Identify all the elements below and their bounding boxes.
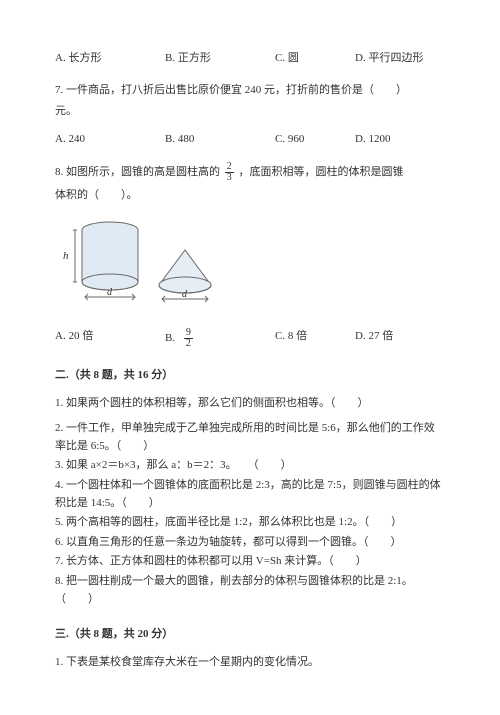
q6-opt-d: D. 平行四边形 — [355, 50, 445, 68]
svg-text:h: h — [63, 250, 69, 262]
q7-opt-c: C. 960 — [275, 131, 355, 149]
q7-opt-d: D. 1200 — [355, 131, 445, 149]
q8-opt-b: B. 9 2 — [165, 328, 275, 349]
q8-opt-d: D. 27 倍 — [355, 328, 445, 349]
q8-figure: h d d — [55, 215, 445, 310]
q6-opt-b: B. 正方形 — [165, 50, 275, 68]
s2-item-3: 3. 如果 a×2＝b×3，那么 a：b＝2：3。 （ ） — [55, 457, 445, 475]
q8-opt-c: C. 8 倍 — [275, 328, 355, 349]
s2-item-8: 8. 把一圆柱削成一个最大的圆锥，削去部分的体积与圆锥体积的比是 2:1。（ ） — [55, 573, 445, 608]
s2-item-7: 7. 长方体、正方体和圆柱的体积都可以用 V=Sh 来计算。（ ） — [55, 553, 445, 571]
q8-opt-b-frac: 9 2 — [184, 328, 193, 349]
q8-opt-a: A. 20 倍 — [55, 328, 165, 349]
cone-icon — [159, 250, 211, 293]
height-bracket-icon: h — [63, 230, 77, 282]
s2-item-5: 5. 两个高相等的圆柱，底面半径比是 1:2，那么体积比也是 1:2。（ ） — [55, 514, 445, 532]
cylinder-cone-svg: h d d — [55, 215, 235, 310]
q7-options: A. 240 B. 480 C. 960 D. 1200 — [55, 131, 445, 149]
s3-item-1: 1. 下表是某校食堂库存大米在一个星期内的变化情况。 — [55, 654, 445, 672]
q8-frac-den: 3 — [225, 173, 234, 183]
q8-text-line2: 体积的（ ）。 — [55, 187, 445, 205]
diameter-cyl-icon: d — [85, 287, 135, 300]
s2-item-2: 2. 一件工作，甲单独完成于乙单独完成所用的时间比是 5:6，那么他们的工作效率… — [55, 420, 445, 455]
section2-list: 1. 如果两个圆柱的体积相等，那么它们的侧面积也相等。（ ） 2. 一件工作，甲… — [55, 395, 445, 609]
q6-opt-a: A. 长方形 — [55, 50, 165, 68]
q6-options: A. 长方形 B. 正方形 C. 圆 D. 平行四边形 — [55, 50, 445, 68]
q7-text-line1: 7. 一件商品，打八折后出售比原价便宜 240 元，打折前的售价是（ ） — [55, 82, 445, 100]
q7-opt-a: A. 240 — [55, 131, 165, 149]
q8-part1: 8. 如图所示，圆锥的高是圆柱高的 — [55, 166, 220, 178]
s2-item-4: 4. 一个圆柱体和一个圆锥体的底面积比是 2:3，高的比是 7:5，则圆锥与圆柱… — [55, 477, 445, 512]
cylinder-icon — [82, 222, 138, 290]
q8-frac: 2 3 — [225, 162, 234, 183]
q6-opt-c: C. 圆 — [275, 50, 355, 68]
q7-opt-b: B. 480 — [165, 131, 275, 149]
section2-title: 二.（共 8 题，共 16 分） — [55, 367, 445, 385]
q8-opt-b-den: 2 — [184, 339, 193, 349]
section3-title: 三.（共 8 题，共 20 分） — [55, 626, 445, 644]
q8-opt-b-prefix: B. — [165, 332, 175, 344]
s2-item-1: 1. 如果两个圆柱的体积相等，那么它们的侧面积也相等。（ ） — [55, 395, 445, 413]
q7-text-line2: 元。 — [55, 103, 445, 121]
s2-item-6: 6. 以直角三角形的任意一条边为轴旋转，都可以得到一个圆锥。（ ） — [55, 534, 445, 552]
q8-part2: ，底面积相等，圆柱的体积是圆锥 — [239, 166, 404, 178]
q8-options: A. 20 倍 B. 9 2 C. 8 倍 D. 27 倍 — [55, 328, 445, 349]
q8-text-line1: 8. 如图所示，圆锥的高是圆柱高的 2 3 ，底面积相等，圆柱的体积是圆锥 — [55, 162, 445, 183]
